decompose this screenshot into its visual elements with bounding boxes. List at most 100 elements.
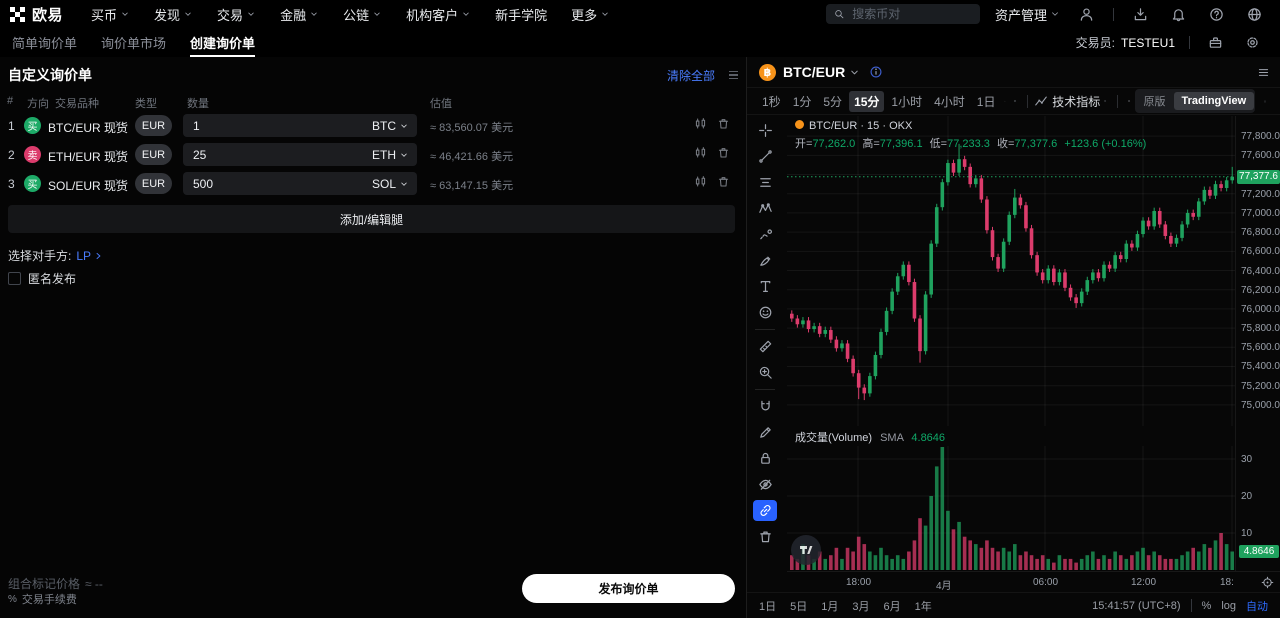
nav-menu-item[interactable]: 金融 (280, 5, 319, 24)
unit-selector[interactable]: SOL (372, 177, 409, 191)
emoji-tool-icon[interactable] (753, 302, 777, 323)
interval-button[interactable]: 5分 (823, 94, 843, 109)
time-axis[interactable]: 18:00 4月 06:00 12:00 18: (787, 571, 1280, 593)
delete-leg-icon[interactable] (717, 117, 730, 130)
price-axis[interactable]: 77,800.0 77,600.0 77,200.0 77,000.0 76,800.0… (1235, 116, 1280, 571)
instrument-link[interactable]: BTC/EUR 现货 (48, 121, 129, 135)
nav-menu-item[interactable]: 买币 (91, 5, 130, 24)
chart-plot-area[interactable] (787, 116, 1235, 571)
percent-scale-button[interactable]: % (1201, 599, 1212, 612)
counterparty-link[interactable]: LP (76, 249, 103, 263)
nav-menu-item[interactable]: 更多 (571, 5, 610, 24)
search-input[interactable] (850, 6, 972, 22)
tab-rfq-market[interactable]: 询价单市场 (101, 36, 167, 51)
panel-menu-icon[interactable] (729, 70, 738, 80)
info-icon[interactable] (869, 65, 883, 79)
link-tool-icon[interactable] (753, 500, 777, 521)
panel-menu-icon[interactable] (1257, 66, 1270, 79)
range-button[interactable]: 5日 (790, 600, 808, 613)
clock[interactable]: 15:41:57 (UTC+8) (1092, 599, 1181, 612)
nav-menu-item[interactable]: 交易 (217, 5, 256, 24)
draw-tool-icon[interactable] (753, 422, 777, 443)
quantity-input[interactable] (191, 146, 372, 163)
ruler-tool-icon[interactable] (753, 336, 777, 357)
zoom-in-tool-icon[interactable] (753, 362, 777, 383)
type-pill[interactable]: EUR (135, 173, 172, 194)
brush-tool-icon[interactable] (753, 250, 777, 271)
type-pill[interactable]: EUR (135, 115, 172, 136)
add-edit-legs-button[interactable]: 添加/编辑腿 (8, 205, 735, 233)
pattern-tool-icon[interactable] (753, 198, 777, 219)
forecast-tool-icon[interactable] (753, 224, 777, 245)
auto-scale-button[interactable]: 自动 (1246, 600, 1268, 613)
publish-rfq-button[interactable]: 发布询价单 (522, 574, 735, 603)
candle-style-icon[interactable] (1014, 94, 1016, 108)
instrument-link[interactable]: ETH/EUR 现货 (48, 150, 129, 164)
leg-chart-icon[interactable] (694, 117, 707, 130)
settings-gear-icon[interactable] (1245, 35, 1260, 50)
interval-button[interactable]: 1分 (792, 94, 812, 109)
fullscreen-icon[interactable] (1264, 95, 1266, 108)
help-icon[interactable] (1209, 7, 1224, 22)
toolbox-icon[interactable] (1208, 35, 1223, 50)
interval-button[interactable]: 1秒 (762, 94, 781, 109)
clear-all-link[interactable]: 清除全部 (666, 68, 715, 83)
search-box[interactable] (825, 4, 980, 24)
version-native[interactable]: 原版 (1143, 96, 1166, 108)
scroll-to-recent-icon[interactable] (1261, 576, 1274, 589)
leg-chart-icon[interactable] (694, 175, 707, 188)
crosshair-tool-icon[interactable] (753, 120, 777, 141)
trend-line-tool-icon[interactable] (753, 146, 777, 167)
trash-tool-icon[interactable] (753, 526, 777, 547)
tab-create-rfq[interactable]: 创建询价单 (190, 28, 256, 57)
log-scale-button[interactable]: log (1221, 599, 1236, 612)
compare-scale-icon[interactable] (1128, 94, 1131, 108)
tab-simple-rfq[interactable]: 简单询价单 (12, 36, 78, 51)
indicators-button[interactable]: 技术指标 (1034, 93, 1100, 110)
chevron-right-icon[interactable] (112, 148, 122, 158)
tradingview-watermark-icon[interactable] (791, 535, 821, 565)
notifications-bell-icon[interactable] (1171, 7, 1186, 22)
nav-menu-item[interactable]: 机构客户 (406, 5, 471, 24)
interval-button[interactable]: 4小时 (934, 94, 965, 109)
interval-button[interactable]: 1日 (976, 94, 996, 109)
lock-tool-icon[interactable] (753, 448, 777, 469)
delete-leg-icon[interactable] (717, 146, 730, 159)
chevron-right-icon[interactable] (112, 177, 122, 187)
range-button[interactable]: 3月 (852, 600, 870, 613)
nav-menu-item[interactable]: 公链 (343, 5, 382, 24)
bottom-divider (1190, 599, 1192, 612)
range-button[interactable]: 1月 (821, 600, 839, 613)
instrument-link[interactable]: SOL/EUR 现货 (48, 179, 129, 193)
type-pill[interactable]: EUR (135, 144, 172, 165)
download-app-icon[interactable] (1133, 7, 1148, 22)
magnet-tool-icon[interactable] (753, 396, 777, 417)
assets-menu[interactable]: 资产管理 (995, 5, 1060, 24)
range-button[interactable]: 1日 (759, 600, 777, 613)
nav-menu-item[interactable]: 新手学院 (495, 5, 547, 24)
high-label: 高= (862, 138, 880, 150)
nav-menu-item[interactable]: 发现 (154, 5, 193, 24)
interval-button[interactable]: 1小时 (891, 94, 923, 109)
profile-icon[interactable] (1079, 7, 1094, 22)
range-button[interactable]: 1年 (914, 600, 932, 613)
quantity-input[interactable] (191, 117, 372, 134)
unit-selector[interactable]: BTC (372, 119, 409, 133)
chart-settings-gear-icon[interactable] (1104, 94, 1107, 108)
delete-leg-icon[interactable] (717, 175, 730, 188)
fib-tool-icon[interactable] (753, 172, 777, 193)
quantity-input[interactable] (191, 175, 372, 192)
chevron-down-icon[interactable] (849, 67, 860, 78)
text-tool-icon[interactable] (753, 276, 777, 297)
unit-selector[interactable]: ETH (372, 148, 409, 162)
eye-tool-icon[interactable] (753, 474, 777, 495)
version-tradingview[interactable]: TradingView (1173, 92, 1255, 110)
range-button[interactable]: 6月 (883, 600, 901, 613)
interval-dropdown-icon[interactable] (1004, 96, 1006, 107)
anonymous-checkbox[interactable] (8, 272, 21, 285)
language-globe-icon[interactable] (1247, 7, 1262, 22)
okx-brand[interactable]: 欧易 (0, 4, 63, 25)
leg-chart-icon[interactable] (694, 146, 707, 159)
interval-button[interactable]: 15分 (849, 90, 885, 112)
chevron-right-icon[interactable] (112, 119, 122, 129)
